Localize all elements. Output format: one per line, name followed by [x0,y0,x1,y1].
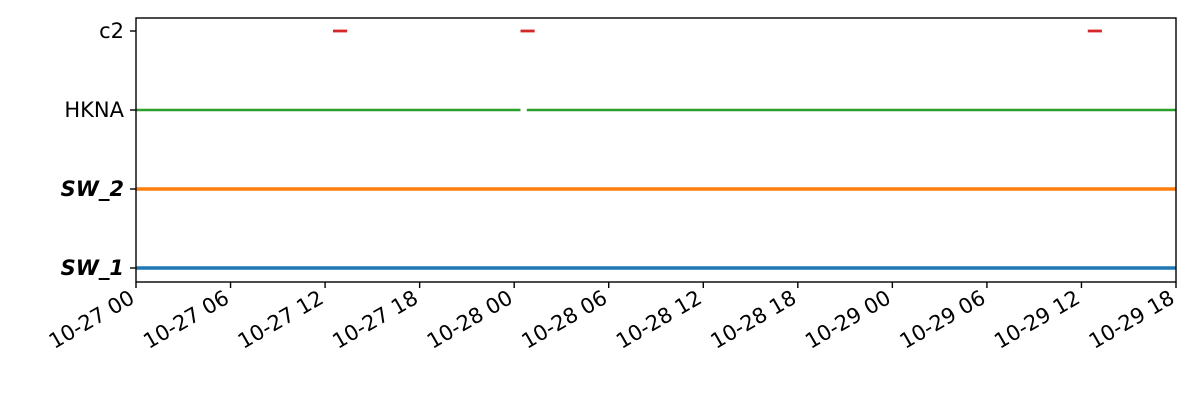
x-tick-label: 10-27 18 [328,286,422,354]
y-tick-label-sw_1: SW_1 [61,256,124,280]
x-tick-label: 10-28 12 [612,286,706,354]
x-tick-label: 10-29 00 [801,286,895,354]
x-tick-label: 10-27 06 [139,286,233,354]
x-tick-label: 10-28 06 [517,286,611,354]
y-axis: SW_1 SW_2 HKNA c2 [61,19,136,280]
x-tick-label: 10-28 18 [707,286,801,354]
y-tick-label-c2: c2 [99,19,124,43]
x-tick-label: 10-29 12 [990,286,1084,354]
x-axis: 10-27 00 10-27 06 10-27 12 10-27 18 10-28 00… [45,282,1179,354]
x-tick-label: 10-29 06 [896,286,990,354]
x-tick-label: 10-27 00 [45,286,139,354]
x-tick-label: 10-28 00 [423,286,517,354]
x-tick-label: 10-27 12 [234,286,328,354]
plot-frame [135,17,1177,283]
y-tick-label-hkna: HKNA [64,98,124,122]
x-tick-label: 10-29 18 [1085,286,1179,354]
y-tick-label-sw_2: SW_2 [61,177,124,201]
series-layer [136,29,1176,270]
